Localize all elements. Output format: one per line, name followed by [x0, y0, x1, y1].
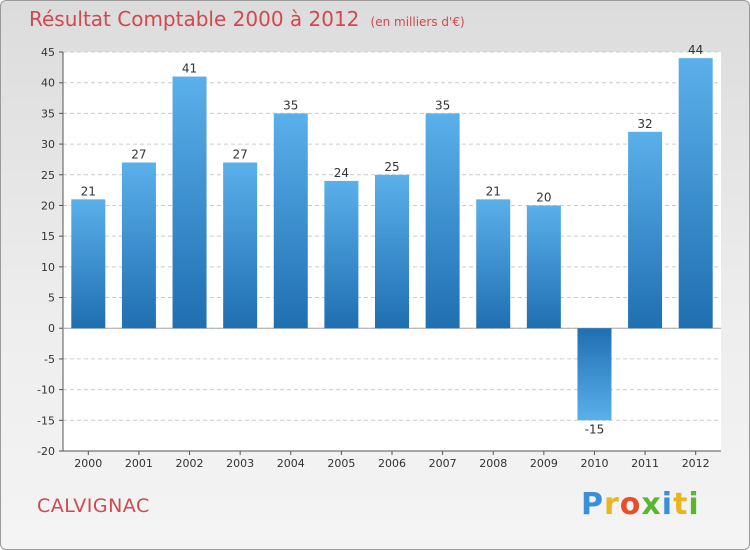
y-tick-label: -5: [44, 353, 55, 366]
data-label: 41: [182, 62, 197, 76]
x-tick-label: 2006: [378, 457, 406, 470]
y-tick-label: 30: [41, 138, 55, 151]
chart-title-main: Résultat Comptable 2000 à 2012: [29, 7, 360, 31]
y-tick-label: 15: [41, 230, 55, 243]
bar[interactable]: [526, 205, 561, 329]
bar[interactable]: [324, 180, 359, 329]
data-label: 32: [637, 117, 652, 131]
x-tick-label: 2010: [580, 457, 608, 470]
x-tick-label: 2002: [176, 457, 204, 470]
x-tick-label: 2001: [125, 457, 153, 470]
commune-name: CALVIGNAC: [37, 495, 150, 517]
x-tick-label: 2012: [682, 457, 710, 470]
bar[interactable]: [172, 76, 207, 329]
y-tick-label: 40: [41, 77, 55, 90]
bar[interactable]: [577, 328, 612, 421]
logo-letter: t: [673, 487, 689, 522]
data-label: 35: [435, 98, 450, 112]
logo-letter: r: [604, 487, 620, 522]
data-label: 35: [283, 98, 298, 112]
x-tick-label: 2009: [530, 457, 558, 470]
y-tick-label: 5: [48, 292, 55, 305]
bar[interactable]: [223, 162, 258, 329]
bar[interactable]: [273, 113, 308, 329]
y-tick-label: -15: [37, 414, 55, 427]
y-tick-label: 10: [41, 261, 55, 274]
logo-letter: x: [641, 487, 662, 522]
x-tick-label: 2003: [226, 457, 254, 470]
bar[interactable]: [425, 113, 460, 329]
data-label: 27: [233, 147, 248, 161]
x-tick-label: 2008: [479, 457, 507, 470]
data-label: 25: [384, 160, 399, 174]
x-tick-label: 2011: [631, 457, 659, 470]
bar[interactable]: [628, 131, 663, 329]
bar[interactable]: [476, 199, 511, 329]
y-tick-label: -10: [37, 384, 55, 397]
data-label: 44: [688, 43, 703, 57]
x-tick-label: 2004: [277, 457, 305, 470]
x-tick-label: 2007: [429, 457, 457, 470]
bar[interactable]: [71, 199, 106, 329]
x-tick-label: 2000: [74, 457, 102, 470]
bar[interactable]: [375, 174, 409, 329]
logo-letter: P: [581, 487, 604, 522]
chart-title: Résultat Comptable 2000 à 2012 (en milli…: [29, 7, 465, 31]
data-label: 20: [536, 190, 551, 204]
logo-letter: i: [688, 487, 700, 522]
bar[interactable]: [678, 58, 713, 329]
chart-title-unit: (en milliers d'€): [370, 15, 465, 29]
proxiti-logo[interactable]: Proxiti: [581, 487, 700, 522]
bar[interactable]: [121, 162, 156, 329]
y-tick-label: 25: [41, 169, 55, 182]
data-label: -15: [585, 422, 605, 436]
x-tick-label: 2005: [327, 457, 355, 470]
y-tick-label: -20: [37, 445, 55, 458]
logo-letter: i: [661, 487, 674, 522]
data-label: 21: [81, 184, 96, 198]
logo-letter: o: [619, 487, 642, 522]
y-tick-label: 45: [41, 46, 55, 59]
data-label: 27: [131, 147, 146, 161]
y-tick-label: 35: [41, 107, 55, 120]
y-tick-label: 0: [48, 322, 55, 335]
y-tick-label: 20: [41, 199, 55, 212]
data-label: 24: [334, 166, 349, 180]
data-label: 21: [486, 184, 501, 198]
